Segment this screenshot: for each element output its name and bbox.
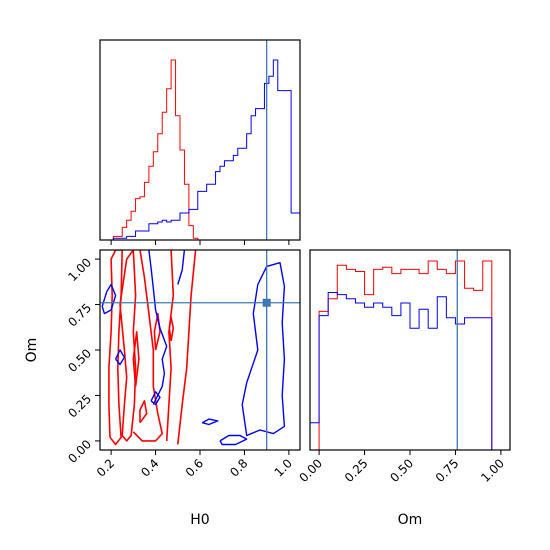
- h0-hist-series-a: [100, 59, 300, 240]
- h0-xtick-label-2: 0.6: [183, 456, 206, 479]
- h0-hist-series-b: [100, 59, 300, 240]
- h0-xtick-label-4: 1.0: [272, 456, 295, 479]
- om-hist-xtick-label-4: 1.00: [478, 456, 507, 485]
- contour-series-b-5: [114, 349, 126, 366]
- contour-series-a-1: [119, 250, 137, 442]
- om-ytick-label-2: 0.50: [65, 346, 94, 375]
- om-hist-frame: [309, 249, 511, 451]
- h0-om-contour-panel: 0.2 0.4 0.6 0.8 1.0 0.00 0.25 0.50 0.75 1.00: [65, 249, 301, 480]
- contour-series-b-6: [150, 391, 161, 406]
- om-hist-series-a: [310, 260, 501, 450]
- contour-series-a-8: [139, 400, 148, 424]
- om-ytick-label-4: 1.00: [65, 255, 94, 284]
- om-hist-series-b: [310, 292, 501, 450]
- contour-panel-frame: [99, 249, 301, 451]
- h0-xtick-label-0: 0.2: [94, 456, 117, 479]
- om-ytick-label-1: 0.25: [65, 392, 94, 421]
- om-hist-xtick-label-2: 0.50: [387, 456, 416, 485]
- om-hist-xtick-label-1: 0.25: [342, 456, 371, 485]
- contour-series-a-6: [153, 312, 161, 351]
- om-ytick-label-3: 0.75: [65, 301, 94, 330]
- contour-series-b-2: [177, 250, 186, 285]
- contour-series-b-7: [219, 434, 248, 446]
- contour-series-a-0: [108, 250, 123, 446]
- h0-hist-frame: [99, 39, 301, 241]
- contour-series-b-0: [241, 262, 286, 437]
- truth-marker: [262, 298, 271, 307]
- x-axis-label-h0: H0: [190, 512, 209, 528]
- om-histogram-panel: 0.00 0.25 0.50 0.75 1.00: [296, 249, 511, 485]
- contour-series-b-1: [201, 418, 219, 426]
- contour-series-a-7: [168, 316, 175, 342]
- contour-series-a-3: [165, 250, 175, 441]
- x-axis-label-om: Om: [398, 512, 423, 528]
- h0-xtick-label-1: 0.4: [138, 456, 161, 479]
- contour-series-b-4: [101, 283, 117, 315]
- h0-histogram-panel: [99, 39, 301, 245]
- y-axis-label-om: Om: [24, 338, 40, 363]
- contour-series-b-3: [148, 250, 168, 405]
- contour-series-a-4: [177, 250, 197, 445]
- h0-xtick-label-3: 0.8: [227, 456, 250, 479]
- om-ytick-label-0: 0.00: [65, 437, 94, 466]
- om-hist-xtick-label-0: 0.00: [296, 456, 325, 485]
- contour-series-a-5: [132, 331, 140, 387]
- om-hist-xtick-label-3: 0.75: [433, 456, 462, 485]
